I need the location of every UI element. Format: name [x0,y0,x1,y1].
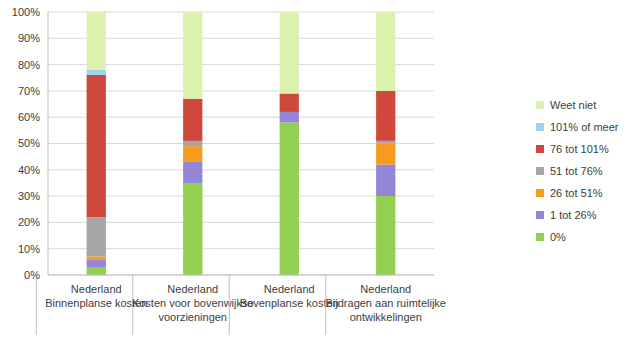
html-text:0%: 0% [550,230,566,243]
html-text:Binnenplanse kosten: Binnenplanse kosten [45,297,148,309]
svg-text:60%: 60% [18,111,40,123]
html-text:1 tot 26%: 1 tot 26% [550,208,597,221]
svg-text:NederlandKosten voor bovenwijk: NederlandKosten voor bovenwijksevoorzien… [132,283,254,323]
svg-text:100%: 100% [12,6,40,18]
html-text:76 tot 101%: 76 tot 101% [550,142,609,155]
svg-text:70%: 70% [18,85,40,97]
html-text:51 tot 76%: 51 tot 76% [550,164,603,177]
svg-text:40%: 40% [18,164,40,176]
html-text:Weet niet: Weet niet [550,98,597,111]
svg-text:NederlandBijdragen aan ruimtel: NederlandBijdragen aan ruimtelijkeontwik… [326,283,446,323]
html-text:Nederland: Nederland [70,283,122,295]
html-text:101% of meer: 101% of meer [550,120,619,133]
svg-text:20%: 20% [18,216,40,228]
svg-text:50%: 50% [18,137,40,149]
svg-text:30%: 30% [18,190,40,202]
svg-text:90%: 90% [18,32,40,44]
svg-text:0%: 0% [24,269,40,281]
svg-text:80%: 80% [18,59,40,71]
html-text:26 tot 51%: 26 tot 51% [550,186,603,199]
svg-text:NederlandBovenplanse kosten: NederlandBovenplanse kosten [240,283,339,309]
svg-text:10%: 10% [18,243,40,255]
